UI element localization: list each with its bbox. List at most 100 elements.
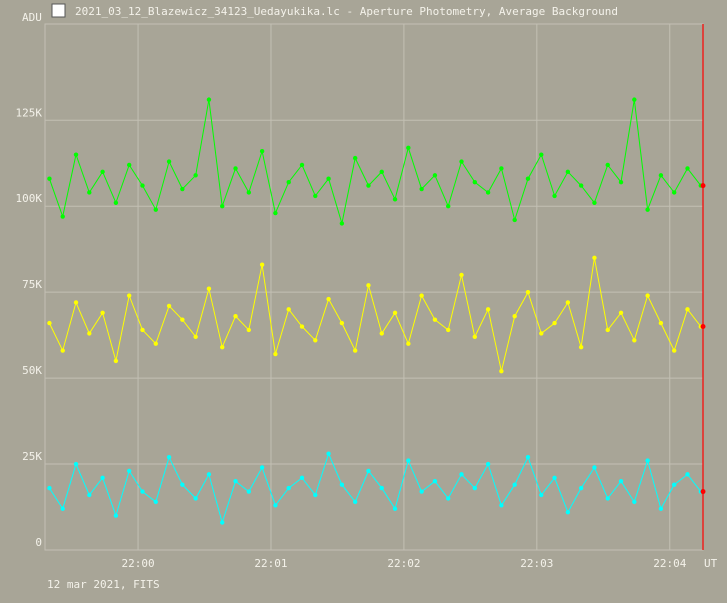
data-point <box>446 327 451 333</box>
data-point <box>485 307 491 312</box>
data-point <box>259 465 265 470</box>
data-point <box>671 348 677 353</box>
series-line <box>48 257 702 372</box>
data-point <box>73 461 79 467</box>
x-tick-label: 22:02 <box>387 557 420 570</box>
data-point <box>220 204 225 209</box>
data-point <box>406 145 411 150</box>
data-point <box>153 499 158 505</box>
data-point <box>499 503 504 508</box>
data-point <box>87 492 92 498</box>
x-tick-label: 22:00 <box>121 557 154 570</box>
y-axis-label: ADU <box>22 11 42 24</box>
cursor-marker <box>700 324 706 330</box>
data-point <box>246 190 252 195</box>
data-point <box>618 179 624 185</box>
x-tick-label: 22:03 <box>520 557 553 570</box>
data-point <box>485 190 491 195</box>
data-point <box>512 314 517 319</box>
data-point <box>233 166 238 171</box>
data-point <box>113 358 119 364</box>
data-point <box>313 338 318 343</box>
data-point <box>100 169 105 175</box>
data-point <box>685 472 690 477</box>
y-tick-label: 100K <box>16 192 43 205</box>
data-point <box>432 479 438 484</box>
data-point <box>180 317 185 322</box>
data-point <box>140 183 145 188</box>
data-point <box>565 169 571 175</box>
data-point <box>326 296 331 302</box>
data-point <box>352 348 358 353</box>
data-point <box>299 162 305 168</box>
data-point <box>153 207 158 212</box>
data-point <box>419 186 424 192</box>
data-point <box>140 327 145 333</box>
data-point <box>552 193 557 199</box>
app-icon <box>51 3 66 18</box>
data-point <box>578 485 584 491</box>
data-point <box>87 190 92 195</box>
data-point <box>126 293 132 298</box>
data-point <box>366 183 371 188</box>
data-point <box>313 492 318 498</box>
cursor-marker <box>700 183 706 189</box>
data-point <box>392 197 398 202</box>
data-point <box>180 482 185 487</box>
data-point <box>605 327 610 333</box>
data-point <box>206 286 212 291</box>
data-point <box>233 314 238 319</box>
data-point <box>539 331 544 336</box>
data-point <box>352 499 358 505</box>
data-point <box>658 320 664 326</box>
data-point <box>126 468 132 474</box>
data-point <box>220 520 225 525</box>
chart-title: 2021_03_12_Blazewicz_34123_Uedayukika.lc… <box>75 5 618 18</box>
data-point <box>366 468 371 474</box>
data-point <box>166 159 172 164</box>
data-point <box>73 152 79 157</box>
data-point <box>552 475 557 481</box>
data-point <box>87 331 92 336</box>
data-point <box>632 97 637 102</box>
data-point <box>60 348 65 353</box>
data-point <box>406 341 411 346</box>
data-point <box>446 496 451 501</box>
data-point <box>100 310 105 315</box>
data-point <box>166 454 172 460</box>
cursor-marker <box>700 489 706 495</box>
plot-frame <box>44 23 704 551</box>
data-point <box>525 176 531 181</box>
y-tick-label: 125K <box>16 106 43 119</box>
data-point <box>645 207 650 212</box>
data-point <box>60 506 65 511</box>
data-point <box>459 159 464 164</box>
data-point <box>233 479 238 484</box>
y-tick-label: 25K <box>22 450 42 463</box>
data-point <box>313 193 318 199</box>
data-point <box>193 334 198 340</box>
x-tick-label: 22:01 <box>254 557 287 570</box>
data-point <box>632 499 637 505</box>
y-tick-label: 75K <box>22 278 42 291</box>
data-point <box>685 166 690 171</box>
data-point <box>605 496 610 501</box>
data-point <box>73 300 79 305</box>
data-point <box>273 351 278 357</box>
data-point <box>485 461 491 467</box>
data-point <box>47 485 52 491</box>
data-point <box>206 97 212 102</box>
data-point <box>113 200 119 205</box>
data-point <box>658 506 664 511</box>
series-line <box>48 452 702 525</box>
data-point <box>352 155 358 161</box>
data-point <box>286 307 291 312</box>
data-point <box>552 320 557 326</box>
data-point <box>406 458 411 463</box>
data-point <box>459 272 464 278</box>
data-point <box>578 344 584 350</box>
data-point <box>565 509 571 515</box>
data-point <box>339 221 345 226</box>
data-point <box>499 166 504 171</box>
